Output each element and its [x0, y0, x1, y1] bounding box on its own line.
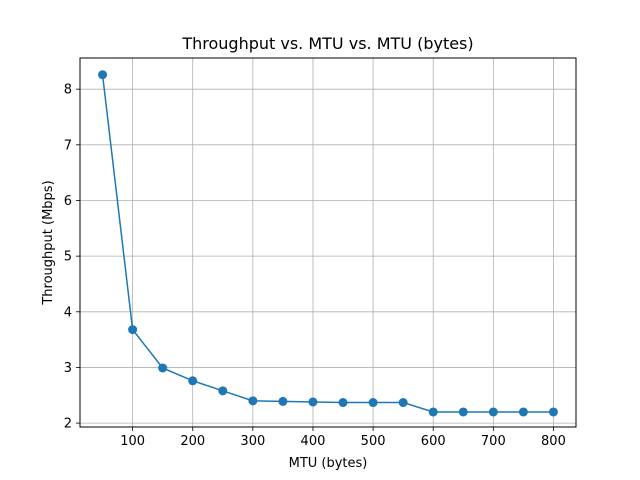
series-line	[101, 74, 554, 413]
data-point	[428, 407, 438, 417]
x-tick-label: 500	[361, 434, 386, 449]
y-tick-label: 5	[64, 250, 72, 265]
x-axis-label: MTU (bytes)	[289, 456, 368, 471]
data-point	[338, 398, 348, 408]
y-axis: 2 3 4 5 6 7 8	[64, 83, 80, 432]
x-tick-label: 100	[120, 434, 145, 449]
y-tick-label: 4	[64, 305, 72, 320]
y-tick-label: 3	[64, 361, 72, 376]
x-tick-label: 200	[180, 434, 205, 449]
data-point	[548, 407, 558, 417]
data-point	[218, 386, 228, 396]
data-point	[518, 407, 528, 417]
y-tick-label: 6	[64, 194, 72, 209]
data-point	[278, 396, 288, 406]
grid	[80, 58, 576, 427]
data-point	[248, 396, 258, 406]
data-point	[308, 397, 318, 407]
x-tick-label: 300	[240, 434, 265, 449]
y-axis-label: Throughput (Mbps)	[41, 180, 56, 305]
x-axis: 100 200 300 400 500 600 700 800	[120, 427, 566, 449]
data-point	[128, 325, 138, 335]
data-point	[488, 407, 498, 417]
x-tick-label: 800	[541, 434, 566, 449]
series-layer	[98, 70, 558, 417]
y-tick-label: 2	[64, 417, 72, 432]
data-point	[158, 363, 168, 373]
x-tick-label: 700	[481, 434, 506, 449]
data-point	[398, 398, 408, 408]
y-tick-label: 7	[64, 138, 72, 153]
x-tick-label: 400	[301, 434, 326, 449]
data-point	[98, 70, 108, 80]
data-point	[368, 398, 378, 408]
data-point	[188, 376, 198, 386]
x-tick-label: 600	[421, 434, 446, 449]
data-point	[458, 407, 468, 417]
chart-title: Throughput vs. MTU vs. MTU (bytes)	[181, 34, 473, 53]
y-tick-label: 8	[64, 83, 72, 98]
plot-frame	[79, 57, 577, 428]
